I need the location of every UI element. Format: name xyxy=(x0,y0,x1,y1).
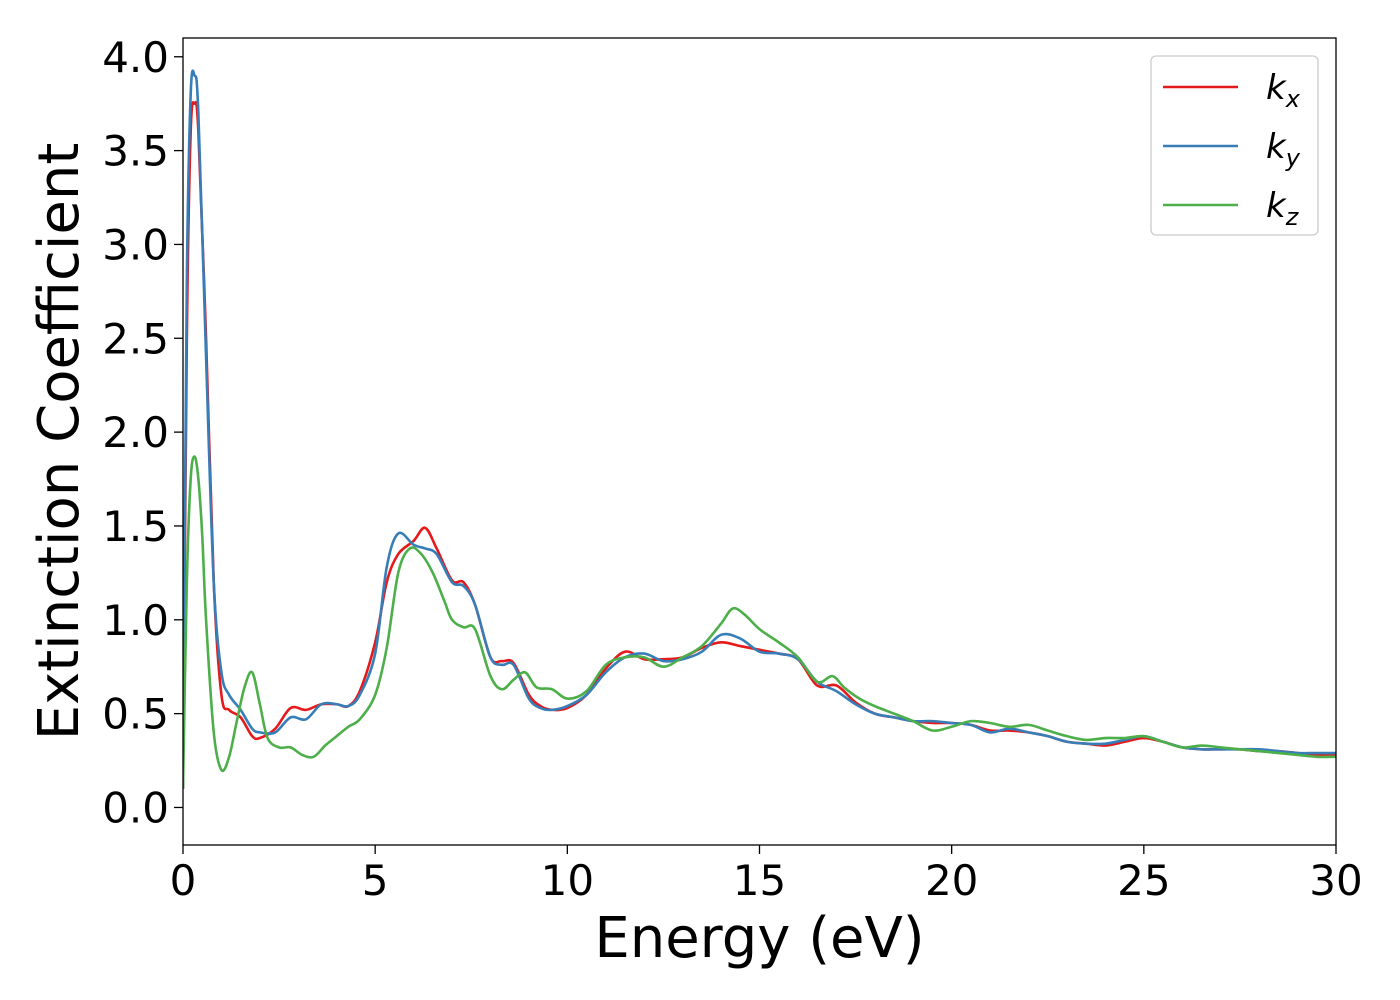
y-tick-label: 2.5 xyxy=(102,314,169,363)
y-tick-label: 0.5 xyxy=(102,690,169,739)
series-line-z xyxy=(183,455,1336,789)
y-tick-label: 3.5 xyxy=(102,127,169,176)
legend-label-y: ky xyxy=(1266,127,1301,172)
x-tick-label: 20 xyxy=(925,856,978,905)
y-tick-label: 1.5 xyxy=(102,502,169,551)
x-tick-label: 5 xyxy=(362,856,389,905)
y-axis: 0.0 0.5 1.0 1.5 2.0 2.5 3.0 3.5 4.0 xyxy=(102,33,183,832)
legend-label-z: kz xyxy=(1266,186,1300,231)
y-tick-label: 0.0 xyxy=(102,783,169,832)
y-axis-title: Extinction Coefficient xyxy=(27,143,92,741)
x-tick-label: 10 xyxy=(541,856,594,905)
legend-label-base: k xyxy=(1266,68,1287,108)
legend-label-subscript: y xyxy=(1285,144,1301,172)
plot-lines xyxy=(183,69,1336,789)
x-tick-label: 30 xyxy=(1309,856,1362,905)
legend-label-base: k xyxy=(1266,186,1287,226)
x-axis: 0 5 10 15 20 25 30 xyxy=(170,845,1363,905)
legend-label-subscript: z xyxy=(1285,203,1300,231)
y-tick-label: 1.0 xyxy=(102,596,169,645)
x-axis-title: Energy (eV) xyxy=(594,906,924,971)
x-tick-label: 15 xyxy=(733,856,786,905)
x-tick-label: 25 xyxy=(1117,856,1170,905)
y-tick-label: 2.0 xyxy=(102,408,169,457)
y-tick-label: 3.0 xyxy=(102,220,169,269)
x-tick-label: 0 xyxy=(170,856,197,905)
legend-label-base: k xyxy=(1266,127,1287,167)
y-tick-label: 4.0 xyxy=(102,33,169,82)
legend-label-x: kx xyxy=(1266,68,1301,113)
series-line-y xyxy=(183,69,1336,789)
legend-label-subscript: x xyxy=(1285,85,1301,113)
